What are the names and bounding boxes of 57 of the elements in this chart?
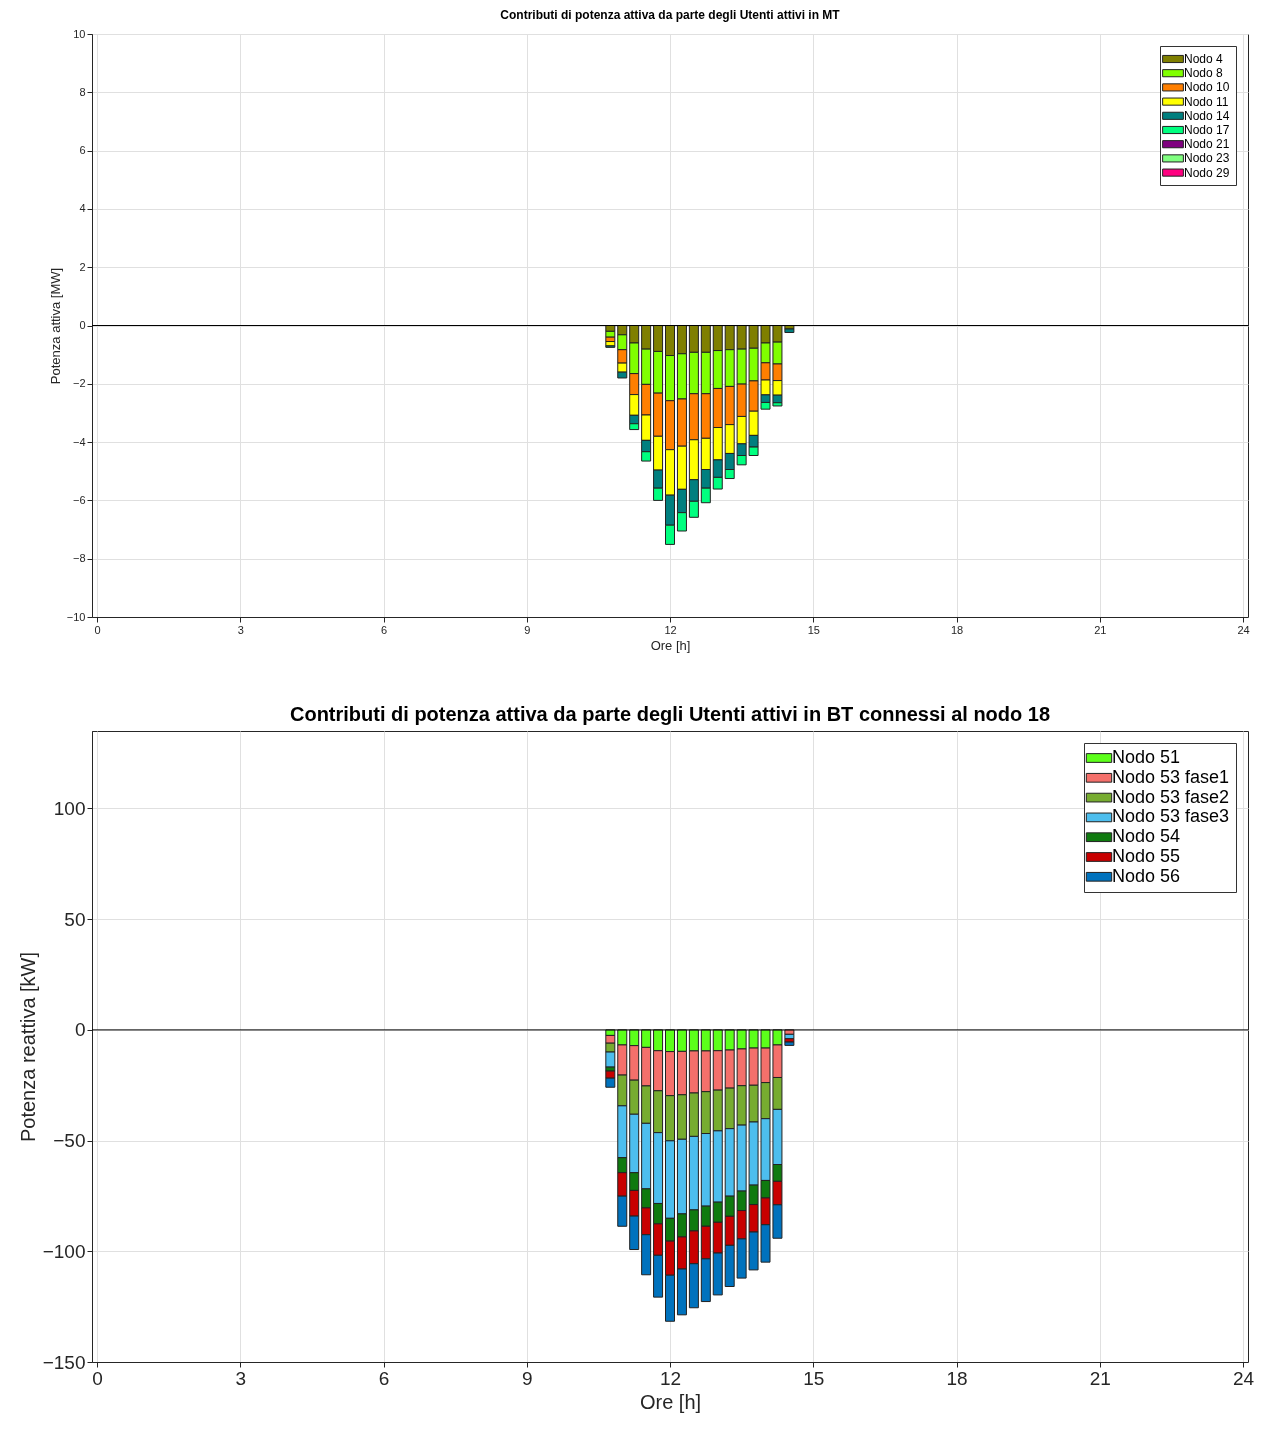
x-tick-label: 0: [94, 623, 101, 636]
y-tick-label: 2: [79, 260, 86, 273]
x-tick-label: 12: [659, 1367, 682, 1389]
y-tick-label: −50: [53, 1130, 86, 1152]
bar: [605, 330, 616, 338]
x-tick-label: 21: [1089, 1367, 1111, 1389]
x-tick-label: 24: [1237, 623, 1250, 636]
x-tick-label: 15: [803, 1367, 825, 1389]
y-tick-label: 0: [74, 1019, 86, 1041]
legend-label: Nodo 11: [1184, 94, 1229, 109]
y-axis-title: Potenza attiva [MW]: [47, 267, 63, 385]
x-tick-label: 12: [664, 623, 677, 636]
legend-label: Nodo 21: [1184, 137, 1230, 152]
x-tick-label: 21: [1094, 623, 1107, 636]
y-tick-label: −150: [42, 1351, 86, 1373]
x-tick-label: 9: [521, 1367, 533, 1389]
legend-label: Nodo 55: [1112, 846, 1181, 866]
legend-label: Nodo 53 fase3: [1112, 806, 1230, 827]
x-tick-label: 6: [378, 1367, 390, 1389]
x-tick-label: 24: [1232, 1367, 1255, 1389]
y-tick-label: −4: [72, 435, 86, 448]
y-tick-label: −100: [42, 1240, 86, 1262]
x-tick-label: 18: [946, 1367, 968, 1389]
y-tick-label: −6: [72, 493, 86, 506]
x-axis-title: Ore [h]: [650, 637, 691, 653]
y-tick-label: −8: [72, 552, 86, 565]
legend-label: Nodo 29: [1184, 165, 1230, 180]
x-tick-label: 3: [235, 1367, 247, 1389]
legend-label: Nodo 53 fase2: [1112, 786, 1230, 807]
y-tick-label: −10: [66, 610, 86, 623]
y-tick-label: 8: [79, 85, 86, 98]
legend-label: Nodo 17: [1184, 123, 1230, 137]
legend-label: Nodo 4: [1184, 52, 1224, 66]
y-tick-label: 100: [53, 797, 86, 819]
chart-title: Contributi di potenza attiva da parte degli Utenti attivi in BT connessi al nodo 18: [289, 703, 1051, 725]
legend-label: Nodo 51: [1112, 747, 1181, 767]
y-axis-title: Potenza reattiva [kW]: [16, 951, 39, 1143]
legend-label: Nodo 14: [1184, 108, 1230, 123]
y-tick-label: 10: [73, 27, 86, 40]
legend-label: Nodo 54: [1112, 826, 1181, 847]
y-tick-label: 6: [79, 144, 86, 157]
y-tick-label: 4: [79, 202, 86, 215]
chart-title: Contributi di potenza attiva da parte degli Utenti attivi in MT: [500, 8, 841, 22]
legend-label: Nodo 8: [1184, 66, 1224, 81]
x-axis-title: Ore [h]: [639, 1390, 702, 1413]
x-tick-label: 3: [237, 623, 244, 636]
x-tick-label: 6: [380, 623, 388, 636]
x-tick-label: 9: [524, 623, 531, 636]
legend-label: Nodo 23: [1184, 151, 1230, 166]
legend-label: Nodo 53 fase1: [1112, 766, 1230, 787]
y-tick-label: −2: [72, 377, 86, 390]
y-tick-label: 0: [79, 319, 86, 331]
x-tick-label: 15: [807, 623, 820, 636]
x-tick-label: 18: [950, 623, 964, 636]
y-tick-label: 50: [64, 908, 86, 930]
legend-label: Nodo 10: [1184, 80, 1230, 95]
legend-label: Nodo 56: [1112, 865, 1181, 886]
